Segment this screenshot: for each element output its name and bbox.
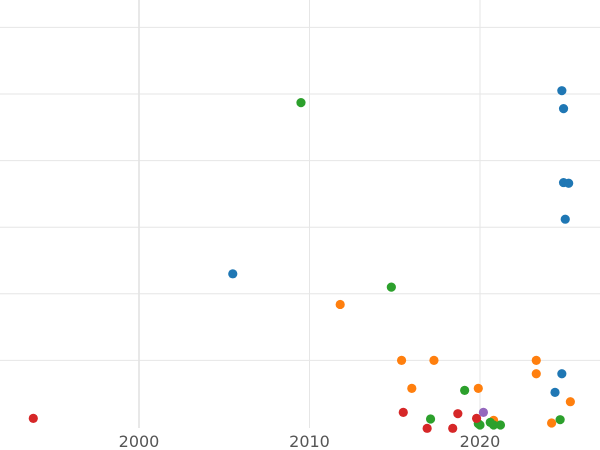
data-point	[558, 104, 569, 114]
data-point	[478, 407, 489, 417]
data-point	[557, 86, 567, 96]
data-point	[28, 413, 38, 423]
data-point	[531, 355, 541, 365]
data-point	[396, 355, 407, 365]
data-point	[473, 383, 483, 393]
data-point	[448, 423, 458, 433]
data-points	[28, 86, 575, 433]
x-tick-label: 2010	[289, 432, 330, 450]
data-point	[557, 369, 567, 379]
data-point	[564, 178, 574, 188]
data-point	[453, 409, 463, 419]
data-point	[531, 369, 541, 379]
data-point	[296, 98, 306, 108]
data-point	[555, 415, 565, 425]
data-point	[471, 413, 482, 423]
data-point	[565, 397, 575, 407]
data-point	[422, 423, 432, 433]
data-point	[386, 282, 396, 292]
data-point	[425, 414, 436, 424]
data-point	[495, 420, 506, 430]
data-point	[228, 269, 238, 279]
data-point	[398, 407, 408, 417]
x-tick-labels: 2000 2010 2020	[119, 432, 501, 450]
data-point	[550, 387, 560, 397]
data-point	[429, 355, 439, 365]
grid-lines	[0, 0, 600, 428]
x-tick-label: 2020	[460, 432, 501, 450]
data-point	[560, 214, 570, 224]
data-point	[489, 420, 499, 430]
data-point	[547, 418, 557, 428]
x-tick-label: 2000	[119, 432, 160, 450]
data-point	[335, 299, 345, 310]
data-point	[460, 385, 470, 395]
data-point	[407, 383, 417, 393]
